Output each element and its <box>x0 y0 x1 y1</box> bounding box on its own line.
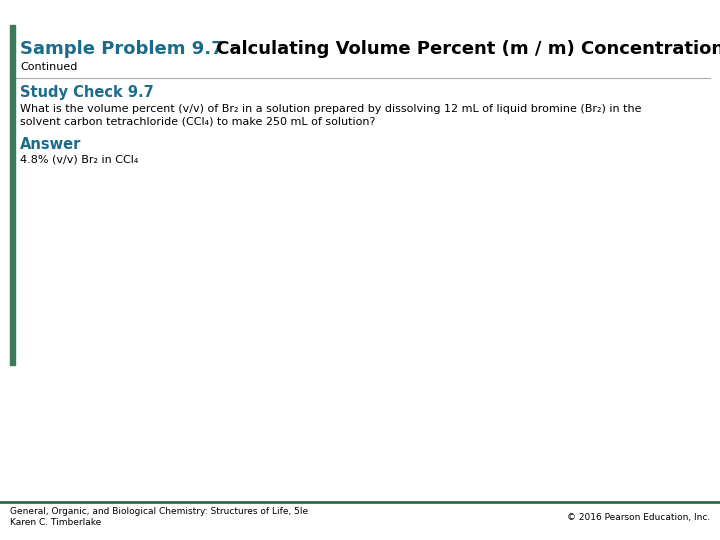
Text: What is the volume percent (v/v) of Br₂ in a solution prepared by dissolving 12 : What is the volume percent (v/v) of Br₂ … <box>20 104 642 114</box>
Text: Answer: Answer <box>20 137 81 152</box>
Text: 4.8% (v/v) Br₂ in CCl₄: 4.8% (v/v) Br₂ in CCl₄ <box>20 155 138 165</box>
Text: Sample Problem 9.7: Sample Problem 9.7 <box>20 40 224 58</box>
Text: solvent carbon tetrachloride (CCl₄) to make 250 mL of solution?: solvent carbon tetrachloride (CCl₄) to m… <box>20 116 375 126</box>
Text: Study Check 9.7: Study Check 9.7 <box>20 85 154 100</box>
Bar <box>10 25 15 365</box>
Text: Continued: Continued <box>20 62 77 72</box>
Text: © 2016 Pearson Education, Inc.: © 2016 Pearson Education, Inc. <box>567 513 710 522</box>
Text: General, Organic, and Biological Chemistry: Structures of Life, 5le: General, Organic, and Biological Chemist… <box>10 507 308 516</box>
Text: Karen C. Timberlake: Karen C. Timberlake <box>10 518 102 527</box>
Text: Calculating Volume Percent (m ∕ m) Concentration: Calculating Volume Percent (m ∕ m) Conce… <box>210 40 720 58</box>
